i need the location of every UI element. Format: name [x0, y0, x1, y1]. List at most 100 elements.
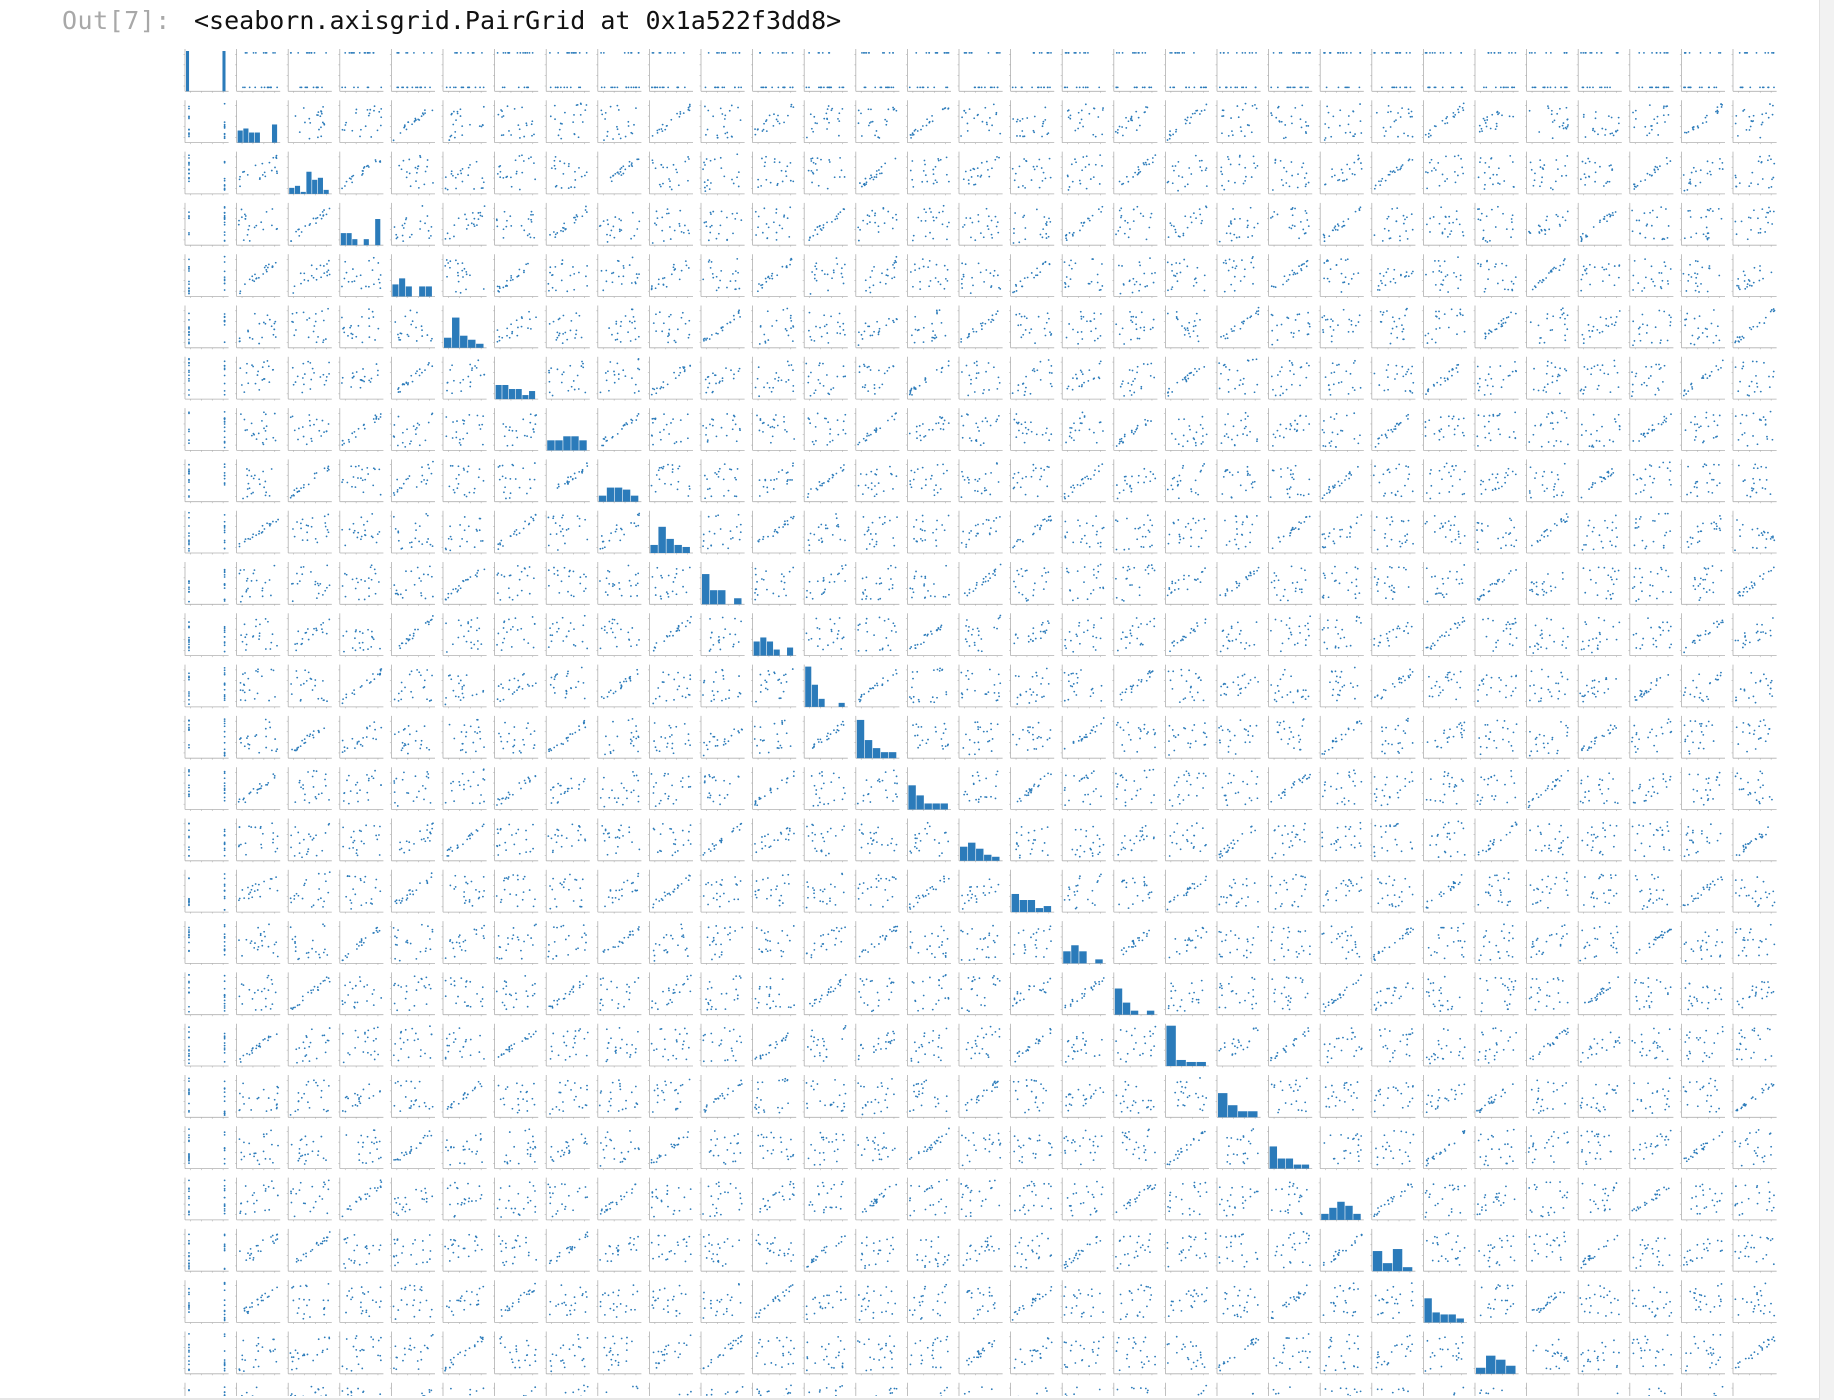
- scatter-cell: [1009, 49, 1054, 93]
- scatter-point: [1236, 265, 1238, 267]
- scatter-point: [1604, 134, 1606, 136]
- scatter-point: [1014, 179, 1016, 181]
- scatter-point: [578, 86, 580, 88]
- scatter-point: [462, 181, 464, 183]
- scatter-point: [1649, 86, 1651, 88]
- scatter-point: [1555, 214, 1557, 216]
- scatter-point: [1174, 52, 1176, 54]
- scatter-point: [943, 52, 945, 54]
- scatter-point: [1171, 288, 1173, 290]
- scatter-point: [1509, 155, 1511, 157]
- scatter-point: [1151, 273, 1153, 275]
- scatter-point: [657, 132, 659, 134]
- scatter-point: [930, 280, 932, 282]
- scatter-point: [1638, 86, 1640, 88]
- scatter-point: [1300, 221, 1302, 223]
- scatter-point: [1358, 86, 1360, 88]
- scatter-point: [971, 277, 973, 279]
- scatter-point: [1039, 271, 1041, 273]
- scatter-cell: [1370, 254, 1415, 298]
- scatter-point: [1435, 284, 1437, 286]
- scatter-point: [733, 183, 735, 185]
- scatter-point: [1427, 86, 1429, 88]
- scatter-point: [498, 291, 500, 293]
- scatter-point: [965, 171, 967, 173]
- scatter-point: [963, 276, 965, 278]
- scatter-point: [1152, 157, 1154, 159]
- scatter-point: [1014, 212, 1016, 214]
- scatter-cell: [596, 100, 641, 144]
- scatter-point: [1070, 278, 1072, 280]
- scatter-point: [1761, 208, 1763, 210]
- scatter-point: [988, 129, 990, 131]
- scatter-point: [1031, 86, 1033, 88]
- scatter-point: [815, 262, 817, 264]
- scatter-point: [726, 239, 728, 241]
- hist-bar: [272, 124, 277, 142]
- scatter-point: [449, 238, 451, 240]
- scatter-point: [1707, 173, 1709, 175]
- scatter-point: [326, 263, 328, 265]
- scatter-point: [452, 175, 454, 177]
- scatter-point: [418, 119, 420, 121]
- scatter-point: [586, 104, 588, 106]
- scatter-point: [866, 223, 868, 225]
- scatter-point: [1285, 182, 1287, 184]
- scatter-point: [1434, 125, 1436, 127]
- scatter-point: [813, 173, 815, 175]
- scatter-point: [1605, 129, 1607, 131]
- scatter-cell: [287, 100, 332, 144]
- scatter-point: [239, 290, 241, 292]
- scatter-point: [1617, 52, 1619, 54]
- scatter-point: [925, 211, 927, 213]
- scatter-point: [504, 86, 506, 88]
- scatter-point: [1705, 117, 1707, 119]
- scatter-point: [1742, 110, 1744, 112]
- scatter-point: [895, 256, 897, 258]
- scatter-point: [894, 276, 896, 278]
- scatter-point: [1611, 169, 1613, 171]
- scatter-point: [1455, 276, 1457, 278]
- scatter-point: [1203, 86, 1205, 88]
- scatter-point: [1649, 104, 1651, 106]
- scatter-point: [735, 288, 737, 290]
- scatter-point: [1502, 279, 1504, 281]
- scatter-point: [731, 179, 733, 181]
- scatter-point: [874, 86, 876, 88]
- hist-bar: [324, 190, 329, 194]
- scatter-point: [1767, 52, 1769, 54]
- scatter-point: [601, 86, 603, 88]
- scatter-point: [702, 278, 704, 280]
- scatter-point: [1172, 134, 1174, 136]
- scatter-point: [876, 174, 878, 176]
- scatter-point: [736, 258, 738, 260]
- scatter-cell: [1267, 152, 1312, 196]
- scatter-point: [1384, 228, 1386, 230]
- scatter-point: [723, 175, 725, 177]
- scatter-cell: [700, 49, 745, 93]
- scatter-point: [924, 164, 926, 166]
- scatter-point: [653, 52, 655, 54]
- scatter-point: [1750, 217, 1752, 219]
- scatter-point: [1049, 221, 1051, 223]
- scatter-point: [344, 261, 346, 263]
- scatter-point: [710, 212, 712, 214]
- scatter-point: [1562, 125, 1564, 127]
- scatter-point: [426, 166, 428, 168]
- scatter-point: [1338, 225, 1340, 227]
- scatter-point: [1485, 288, 1487, 290]
- scatter-point: [1086, 188, 1088, 190]
- scatter-point: [1665, 52, 1667, 54]
- scatter-point: [1359, 103, 1361, 105]
- scatter-point: [1641, 290, 1643, 292]
- scatter-point: [446, 86, 448, 88]
- scatter-cell: [390, 100, 435, 144]
- scatter-point: [663, 86, 665, 88]
- scatter-cell: [1267, 203, 1312, 247]
- scatter-point: [923, 266, 925, 268]
- scatter-point: [506, 280, 508, 282]
- scatter-cell: [1164, 49, 1209, 93]
- scatter-point: [983, 236, 985, 238]
- scatter-point: [870, 276, 872, 278]
- scatter-point: [1331, 168, 1333, 170]
